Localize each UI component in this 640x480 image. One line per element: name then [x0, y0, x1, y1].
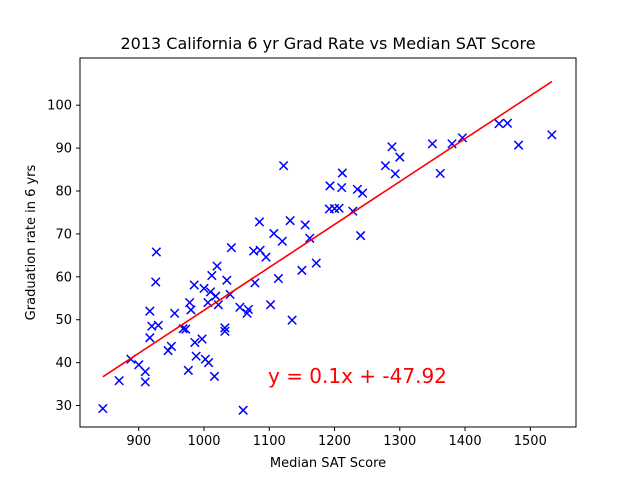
- data-point: [150, 277, 161, 287]
- data-point: [447, 139, 457, 149]
- data-point: [457, 133, 468, 143]
- data-point: [337, 168, 348, 178]
- data-point: [145, 306, 155, 316]
- x-tick-label: 1300: [383, 434, 416, 449]
- data-point: [220, 323, 230, 333]
- data-point: [435, 168, 445, 179]
- data-point: [304, 233, 315, 243]
- data-point: [235, 302, 245, 313]
- data-point: [254, 217, 265, 227]
- data-point: [183, 365, 194, 376]
- data-point: [380, 160, 391, 171]
- x-tick-label: 1100: [253, 434, 286, 449]
- data-point: [209, 371, 220, 382]
- data-point: [334, 203, 344, 213]
- data-point: [199, 283, 209, 294]
- y-tick-label: 40: [55, 356, 72, 371]
- data-point: [203, 357, 214, 368]
- data-point: [502, 118, 513, 128]
- data-point: [184, 297, 195, 308]
- x-tick-label: 1000: [187, 434, 220, 449]
- data-point: [297, 265, 307, 276]
- data-point: [191, 351, 201, 361]
- regression-line: [102, 80, 553, 378]
- x-tick-label: 900: [126, 434, 151, 449]
- data-point: [277, 236, 288, 246]
- data-point: [226, 242, 237, 253]
- data-point: [287, 315, 297, 325]
- data-point: [269, 228, 279, 239]
- data-point: [547, 130, 557, 140]
- data-point: [311, 258, 321, 268]
- data-point: [387, 142, 397, 152]
- data-point: [494, 118, 504, 129]
- data-point: [513, 140, 524, 150]
- data-point: [211, 291, 221, 301]
- y-axis: 30 40 50 60 70 80 90 100: [47, 99, 80, 414]
- x-tick-label: 1500: [514, 434, 547, 449]
- y-tick-label: 60: [55, 270, 72, 285]
- data-point: [285, 215, 295, 226]
- y-axis-label: Graduation rate in 6 yrs: [24, 164, 39, 320]
- data-point: [222, 275, 232, 285]
- x-tick-label: 1400: [449, 434, 482, 449]
- x-axis-label: Median SAT Score: [270, 456, 386, 471]
- data-point: [390, 169, 400, 179]
- data-point: [197, 334, 207, 344]
- data-point: [166, 341, 177, 352]
- regression-equation: y = 0.1x + -47.92: [268, 364, 447, 388]
- y-tick-label: 80: [55, 185, 72, 200]
- data-point: [300, 220, 310, 230]
- data-point: [352, 184, 363, 195]
- data-point: [243, 304, 254, 315]
- data-point: [169, 308, 180, 319]
- data-point: [189, 280, 199, 290]
- data-point: [207, 270, 217, 281]
- data-point: [140, 366, 150, 377]
- data-point: [261, 252, 271, 262]
- data-point: [212, 261, 222, 271]
- x-tick-label: 1200: [318, 434, 351, 449]
- data-point: [355, 230, 366, 241]
- data-point: [265, 299, 276, 310]
- data-point: [151, 247, 162, 257]
- data-point: [186, 305, 196, 315]
- data-point: [98, 403, 108, 414]
- chart-title: 2013 California 6 yr Grad Rate vs Median…: [120, 34, 535, 53]
- data-point: [250, 278, 260, 288]
- data-point: [145, 333, 155, 343]
- data-point: [325, 181, 335, 191]
- data-point: [238, 405, 248, 415]
- data-point: [357, 188, 368, 198]
- data-point: [153, 320, 164, 331]
- data-point: [273, 273, 284, 284]
- data-point: [180, 324, 191, 334]
- y-tick-label: 50: [55, 313, 72, 328]
- data-point: [395, 152, 405, 162]
- data-point: [140, 377, 150, 387]
- data-point: [190, 337, 200, 348]
- data-point: [278, 160, 289, 171]
- data-point: [336, 182, 347, 193]
- x-axis: 900 1000 1100 1200 1300 1400 1500: [126, 427, 547, 449]
- data-point: [427, 139, 438, 149]
- y-tick-label: 90: [55, 142, 72, 157]
- data-point: [114, 375, 124, 386]
- y-tick-label: 30: [55, 399, 72, 414]
- data-point: [220, 326, 230, 337]
- y-tick-label: 70: [55, 227, 72, 242]
- y-tick-label: 100: [47, 99, 72, 114]
